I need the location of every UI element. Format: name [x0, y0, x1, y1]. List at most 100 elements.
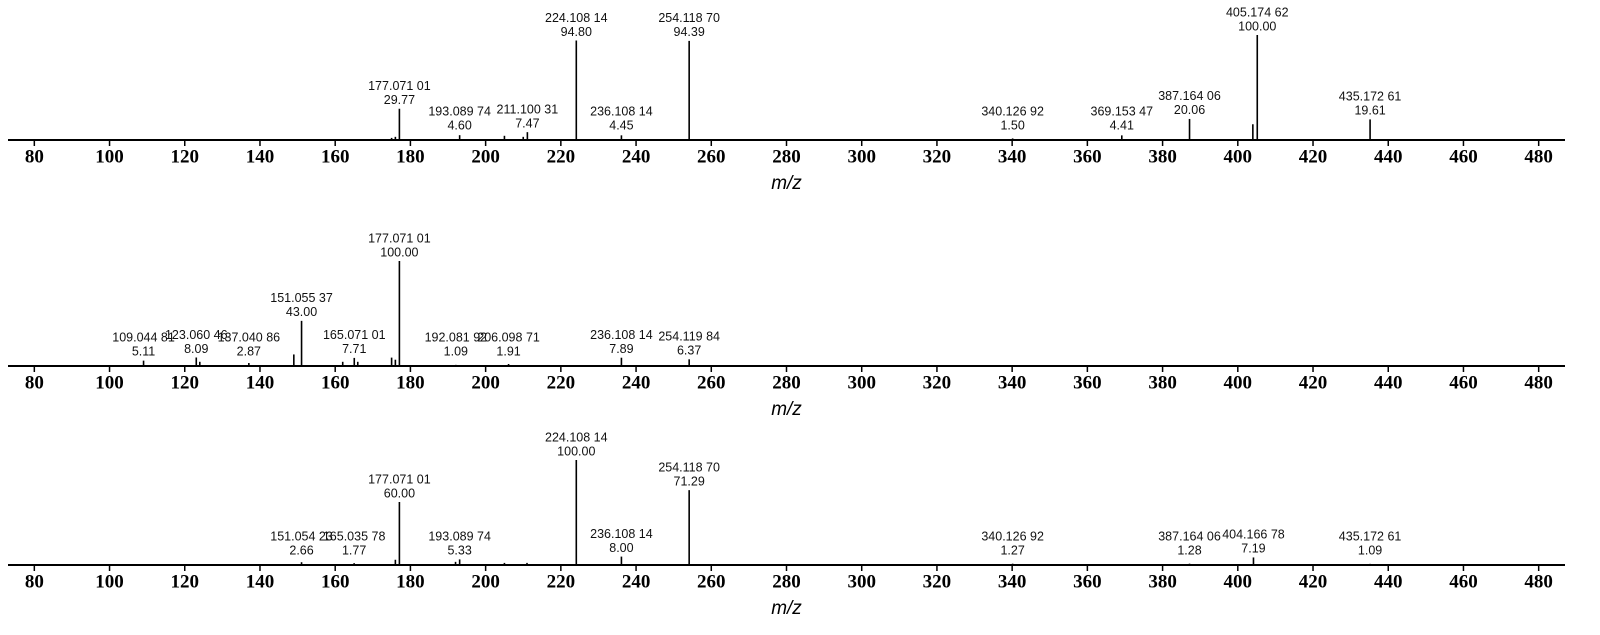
x-tick-label: 120 [171, 372, 200, 393]
peak-intensity-label: 43.00 [286, 305, 317, 319]
peak-intensity-label: 100.00 [1238, 19, 1276, 33]
peak-intensity-label: 8.00 [609, 541, 633, 555]
x-tick-label: 400 [1224, 146, 1253, 167]
peak-intensity-label: 4.45 [609, 118, 633, 132]
x-tick-label: 320 [923, 146, 952, 167]
x-tick-label: 440 [1374, 571, 1403, 592]
x-tick-label: 380 [1148, 372, 1177, 393]
peak-mz-label: 340.126 92 [981, 104, 1044, 118]
x-axis-title: m/z [771, 173, 802, 194]
peak-mz-label: 206.098 71 [477, 330, 540, 344]
x-tick-label: 80 [25, 146, 44, 167]
peak-mz-label: 404.166 78 [1222, 528, 1285, 542]
x-tick-label: 280 [772, 146, 801, 167]
peak-intensity-label: 5.11 [132, 344, 155, 358]
x-tick-label: 400 [1224, 571, 1253, 592]
peak-mz-label: 435.172 61 [1339, 90, 1402, 104]
peak-intensity-label: 1.09 [1358, 543, 1382, 557]
peak-intensity-label: 8.09 [184, 342, 208, 356]
x-tick-label: 280 [772, 571, 801, 592]
peak-mz-label: 123.060 46 [165, 328, 228, 342]
x-tick-label: 380 [1148, 571, 1177, 592]
peak-intensity-label: 1.27 [1000, 543, 1024, 557]
x-tick-label: 200 [471, 372, 500, 393]
peak-intensity-label: 2.87 [237, 344, 261, 358]
x-tick-label: 240 [622, 372, 651, 393]
peak-mz-label: 165.071 01 [323, 328, 386, 342]
peak-intensity-label: 100.00 [557, 444, 595, 458]
peak-intensity-label: 7.47 [515, 116, 539, 130]
peak-intensity-label: 19.61 [1354, 104, 1385, 118]
x-tick-label: 340 [998, 372, 1027, 393]
peak-mz-label: 165.035 78 [323, 529, 386, 543]
peak-intensity-label: 7.89 [609, 342, 633, 356]
x-tick-label: 360 [1073, 372, 1102, 393]
x-tick-label: 240 [622, 571, 651, 592]
x-tick-label: 380 [1148, 146, 1177, 167]
x-tick-label: 460 [1449, 146, 1478, 167]
x-tick-label: 300 [847, 571, 876, 592]
x-tick-label: 480 [1524, 372, 1553, 393]
peak-mz-label: 177.071 01 [368, 472, 431, 486]
peak-mz-label: 369.153 47 [1091, 104, 1154, 118]
x-tick-label: 180 [396, 146, 425, 167]
x-tick-label: 100 [95, 146, 124, 167]
x-tick-label: 400 [1224, 372, 1253, 393]
x-tick-label: 360 [1073, 146, 1102, 167]
peak-mz-label: 193.089 74 [428, 529, 491, 543]
x-tick-label: 480 [1524, 146, 1553, 167]
x-tick-label: 440 [1374, 146, 1403, 167]
peak-mz-label: 340.126 92 [981, 529, 1044, 543]
x-tick-label: 100 [95, 372, 124, 393]
x-tick-label: 100 [95, 571, 124, 592]
peak-intensity-label: 94.80 [561, 25, 592, 39]
x-tick-label: 80 [25, 571, 44, 592]
x-tick-label: 180 [396, 372, 425, 393]
peak-intensity-label: 1.09 [444, 344, 468, 358]
peak-mz-label: 151.055 37 [270, 291, 333, 305]
peak-intensity-label: 1.50 [1000, 118, 1024, 132]
x-tick-label: 120 [171, 146, 200, 167]
x-tick-label: 460 [1449, 372, 1478, 393]
x-tick-label: 260 [697, 146, 726, 167]
peak-mz-label: 192.081 92 [425, 330, 488, 344]
peak-intensity-label: 1.91 [496, 344, 520, 358]
peak-mz-label: 211.100 31 [497, 102, 559, 116]
peak-intensity-label: 29.77 [384, 93, 415, 107]
peak-intensity-label: 100.00 [380, 245, 418, 259]
peak-intensity-label: 4.41 [1110, 118, 1134, 132]
x-tick-label: 140 [246, 372, 275, 393]
x-tick-label: 420 [1299, 146, 1328, 167]
x-tick-label: 340 [998, 146, 1027, 167]
peak-intensity-label: 1.77 [342, 543, 366, 557]
peak-mz-label: 224.108 14 [545, 430, 608, 444]
x-tick-label: 260 [697, 372, 726, 393]
x-tick-label: 480 [1524, 571, 1553, 592]
peak-intensity-label: 60.00 [384, 486, 415, 500]
x-tick-label: 320 [923, 372, 952, 393]
peak-mz-label: 387.164 06 [1158, 89, 1221, 103]
x-tick-label: 260 [697, 571, 726, 592]
peak-mz-label: 387.164 06 [1158, 529, 1221, 543]
peak-mz-label: 405.174 62 [1226, 5, 1289, 19]
peak-mz-label: 254.118 70 [658, 460, 720, 474]
x-tick-label: 80 [25, 372, 44, 393]
x-tick-label: 280 [772, 372, 801, 393]
peak-intensity-label: 7.19 [1241, 542, 1265, 556]
peak-intensity-label: 5.33 [447, 543, 471, 557]
x-tick-label: 360 [1073, 571, 1102, 592]
x-tick-label: 240 [622, 146, 651, 167]
peak-intensity-label: 6.37 [677, 344, 701, 358]
x-tick-label: 220 [547, 372, 576, 393]
peak-mz-label: 177.071 01 [368, 79, 431, 93]
x-tick-label: 160 [321, 571, 350, 592]
x-tick-label: 180 [396, 571, 425, 592]
x-tick-label: 140 [246, 146, 275, 167]
peak-intensity-label: 4.60 [447, 118, 471, 132]
peak-intensity-label: 1.28 [1177, 543, 1201, 557]
peak-mz-label: 137.040 86 [218, 330, 281, 344]
peak-mz-label: 109.044 81 [112, 330, 175, 344]
x-tick-label: 340 [998, 571, 1027, 592]
x-tick-label: 140 [246, 571, 275, 592]
